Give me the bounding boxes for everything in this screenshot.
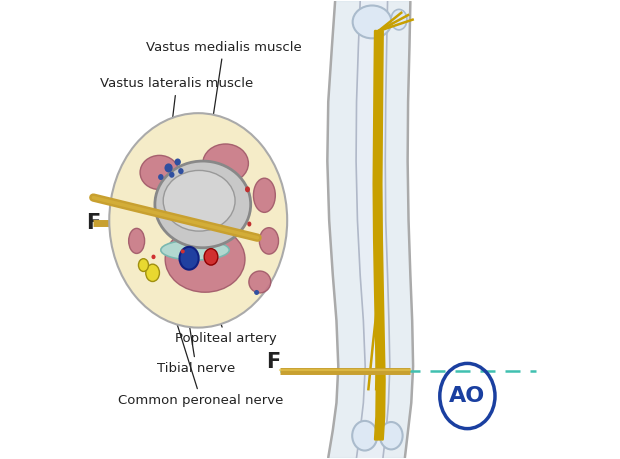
Ellipse shape <box>109 113 287 328</box>
Ellipse shape <box>138 259 149 271</box>
Ellipse shape <box>180 247 198 269</box>
Ellipse shape <box>165 226 245 292</box>
Ellipse shape <box>391 9 407 30</box>
Ellipse shape <box>169 172 174 178</box>
Ellipse shape <box>158 174 164 180</box>
Ellipse shape <box>249 271 271 293</box>
Ellipse shape <box>352 421 378 451</box>
Ellipse shape <box>254 178 275 213</box>
Ellipse shape <box>174 158 181 166</box>
Ellipse shape <box>146 264 159 281</box>
Text: Common peroneal nerve: Common peroneal nerve <box>118 278 284 407</box>
Text: F: F <box>86 213 100 233</box>
Ellipse shape <box>161 240 229 260</box>
Ellipse shape <box>259 228 278 254</box>
Ellipse shape <box>247 222 251 227</box>
Ellipse shape <box>180 249 185 253</box>
Text: Vastus lateralis muscle: Vastus lateralis muscle <box>100 77 254 149</box>
Text: Tibial nerve: Tibial nerve <box>157 269 236 375</box>
Ellipse shape <box>140 155 179 190</box>
Ellipse shape <box>163 170 235 231</box>
Polygon shape <box>327 1 413 458</box>
Ellipse shape <box>204 249 218 265</box>
Text: Popliteal artery: Popliteal artery <box>175 262 277 346</box>
Ellipse shape <box>151 255 156 259</box>
Ellipse shape <box>129 229 144 253</box>
Ellipse shape <box>178 168 184 174</box>
Ellipse shape <box>203 144 249 183</box>
Text: AO: AO <box>450 386 485 406</box>
Text: F: F <box>266 352 280 372</box>
Ellipse shape <box>164 163 173 173</box>
Ellipse shape <box>245 186 250 192</box>
Ellipse shape <box>353 6 391 39</box>
Polygon shape <box>356 1 390 458</box>
Ellipse shape <box>155 161 250 248</box>
Ellipse shape <box>380 422 402 449</box>
Ellipse shape <box>254 290 259 295</box>
Text: Vastus medialis muscle: Vastus medialis muscle <box>146 40 301 122</box>
